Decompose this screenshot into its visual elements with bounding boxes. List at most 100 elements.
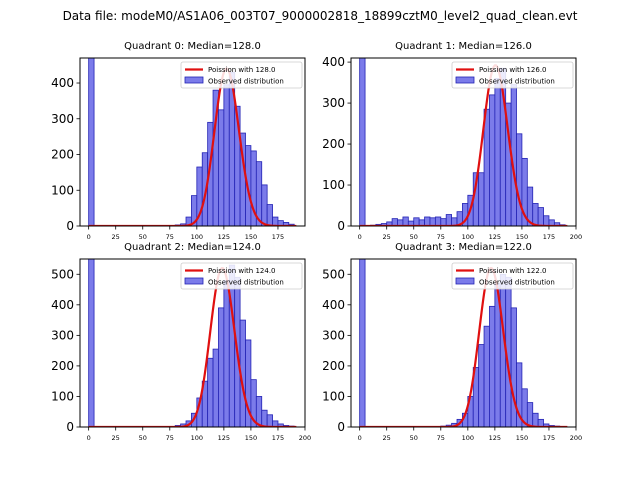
quadrant-1-title: Quadrant 1: Median=126.0 [395,41,532,52]
histogram-bar [359,58,366,226]
x-tick-label: 75 [166,434,174,442]
x-tick-label: 200 [570,233,582,241]
x-tick-label: 100 [462,233,474,241]
histogram-bar [218,109,225,226]
legend-bar-swatch [184,76,204,84]
x-tick-label: 75 [437,233,445,241]
histogram-bar [483,325,490,427]
poisson-curve [359,64,568,226]
legend-line-label: Poission with 124.0 [208,267,276,275]
legend-bar-label: Observed distribution [479,78,555,86]
quadrant-0-legend: Poission with 128.0 Observed distribution [180,61,303,89]
x-tick-label: 200 [570,434,582,442]
x-tick-label: 25 [383,233,391,241]
x-tick-label: 175 [543,434,555,442]
y-tick-label: 200 [51,359,74,373]
histogram-bar [516,133,523,226]
histogram-bar [478,172,485,226]
x-tick-label: 50 [410,434,418,442]
histogram-bar [88,58,95,226]
histogram-bar [553,222,561,226]
legend-bar-label: Observed distribution [208,279,284,287]
y-tick-label: 0 [337,219,345,233]
histogram-bar [266,414,273,427]
y-tick-label: 200 [322,359,345,373]
histogram-bar [494,78,501,226]
legend-line-label: Poission with 128.0 [208,66,276,74]
histogram-bar [478,344,485,427]
quadrant-3-axes-frame [350,258,577,428]
x-tick-label: 75 [437,434,445,442]
histogram-bar [537,418,544,427]
y-tick-label: 400 [51,76,74,90]
y-tick-label: 500 [322,267,345,281]
histogram-bar [413,217,420,226]
histogram-bar [483,108,490,226]
quadrant-2-legend: Poission with 124.0 Observed distribution [180,262,303,290]
y-tick-label: 300 [322,328,345,342]
histogram-bar [424,216,431,226]
x-tick-label: 150 [516,233,528,241]
histogram-bar [429,217,436,226]
x-tick-label: 125 [218,434,230,442]
legend-line-label: Poission with 126.0 [479,66,547,74]
x-tick-label: 200 [299,434,311,442]
x-tick-label: 150 [245,233,257,241]
x-tick-label: 175 [272,434,284,442]
histogram-bar [261,409,268,427]
poisson-curve [359,267,568,427]
y-tick-label: 300 [51,328,74,342]
x-tick-label: 150 [516,434,528,442]
y-tick-label: 0 [66,219,74,233]
x-tick-label: 75 [166,233,174,241]
x-tick-label: 175 [543,233,555,241]
histogram-bar [532,203,539,226]
histogram-bar [445,214,453,226]
x-tick-label: 100 [462,434,474,442]
histogram-bar [532,412,539,427]
quadrant-2-title: Quadrant 2: Median=124.0 [124,242,261,253]
x-tick-label: 50 [139,233,147,241]
histogram-bar [489,94,496,226]
y-tick-label: 300 [51,112,74,126]
histogram-bar [223,84,230,226]
x-tick-label: 0 [358,434,362,442]
y-tick-label: 300 [322,96,345,110]
legend-bar-swatch [184,277,204,285]
x-tick-label: 25 [112,434,120,442]
x-tick-label: 50 [410,233,418,241]
quadrant-2-axes-frame [79,258,306,428]
quadrant-0-panel: Quadrant 0: Median=128.0 0 25 50 75 100 125 150… [51,41,306,241]
legend-box [180,61,303,89]
y-tick-label: 400 [51,298,74,312]
x-tick-label: 125 [218,233,230,241]
histogram-bar [212,348,219,427]
legend-bar-swatch [455,76,475,84]
histogram-bar [223,279,230,427]
y-tick-label: 100 [51,389,74,403]
y-tick-label: 200 [322,137,345,151]
y-tick-label: 0 [66,420,74,434]
histogram-bar [266,204,273,226]
y-tick-label: 100 [322,178,345,192]
x-tick-label: 175 [272,233,284,241]
legend-bar-label: Observed distribution [479,279,555,287]
quadrant-1-legend: Poission with 126.0 Observed distribution [451,61,574,89]
legend-line-label: Poission with 122.0 [479,267,547,275]
legend-box [180,262,303,290]
histogram-bar [489,305,496,427]
x-tick-label: 0 [358,233,362,241]
legend-box [451,262,574,290]
legend-bar-label: Observed distribution [208,78,284,86]
quadrant-0-title: Quadrant 0: Median=128.0 [124,41,261,52]
histogram-bar [261,184,268,226]
histogram-bar [272,216,279,226]
histogram-bar [359,259,366,427]
y-tick-label: 400 [322,55,345,69]
x-tick-label: 100 [191,233,203,241]
quadrant-2-panel: Quadrant 2: Median=124.0 0 25 50 75 100 125 150… [51,242,311,442]
histogram-bar [402,216,409,226]
histogram-bar [543,215,550,226]
histogram-bar [434,216,442,226]
